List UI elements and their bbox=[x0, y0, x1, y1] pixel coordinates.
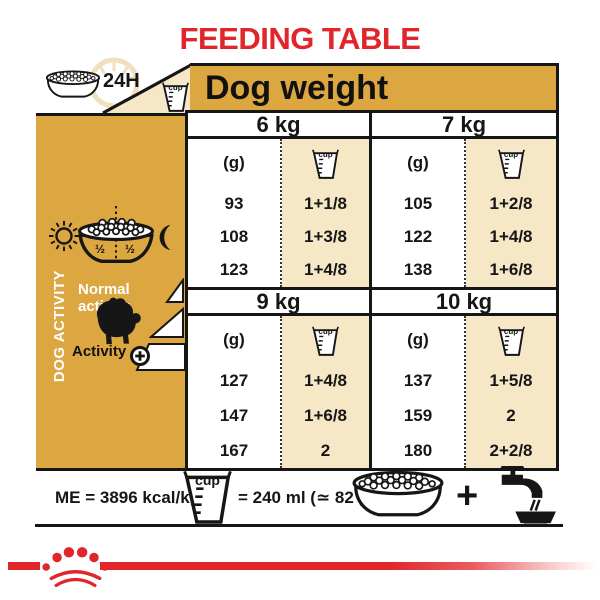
dog-activity-vertical-label: DOG ACTIVITY bbox=[51, 269, 68, 383]
cups-value: 2+2/8 bbox=[489, 440, 533, 460]
grams-unit-label: (g) bbox=[223, 330, 245, 349]
grams-value: 180 bbox=[403, 440, 433, 460]
footer-divider-line bbox=[35, 524, 563, 527]
activity-level-1-icon bbox=[165, 278, 184, 303]
plus-circle-icon bbox=[130, 346, 150, 366]
half-portions-bowl-icon: ½ ½ bbox=[73, 206, 159, 272]
measuring-cup-icon: cup bbox=[162, 81, 189, 112]
grams-value: 105 bbox=[403, 193, 433, 213]
cups-value: 1+1/8 bbox=[303, 193, 347, 213]
grams-value: 127 bbox=[219, 371, 249, 391]
measuring-cup-icon: cup bbox=[497, 325, 525, 356]
cups-column: cup 1+4/8 1+6/8 2 bbox=[282, 316, 369, 468]
metabolizable-energy-label: ME = 3896 kcal/kg bbox=[55, 488, 201, 507]
cups-value: 1+4/8 bbox=[303, 371, 347, 391]
cups-value: 1+4/8 bbox=[489, 226, 533, 246]
crown-logo-icon bbox=[42, 547, 109, 588]
cup-icon-label: cup bbox=[318, 326, 333, 336]
cup-icon-label: cup bbox=[503, 149, 519, 159]
measuring-cup-icon: cup bbox=[312, 325, 339, 356]
plus-sign: + bbox=[456, 475, 479, 517]
grams-value: 108 bbox=[219, 226, 249, 246]
half-portion-left-label: ½ bbox=[95, 242, 106, 256]
water-tap-icon bbox=[500, 466, 556, 526]
cups-value: 1+6/8 bbox=[489, 260, 533, 280]
quadrant-10kg: 10 kg (g) 137 159 180 cup 1+5/8 bbox=[372, 287, 556, 468]
weight-header: 6 kg bbox=[188, 112, 369, 139]
page-title: FEEDING TABLE bbox=[179, 21, 421, 56]
food-bowl-icon bbox=[352, 470, 444, 517]
brand-band-right bbox=[100, 562, 597, 570]
cups-value: 1+2/8 bbox=[489, 193, 533, 213]
sun-icon bbox=[49, 221, 79, 251]
weight-header: 9 kg bbox=[188, 289, 369, 316]
dog-weight-title: Dog weight bbox=[205, 69, 389, 107]
food-bowl-icon bbox=[45, 70, 101, 98]
activity-plus-label: Activity bbox=[72, 343, 127, 360]
measuring-cup-icon: cup bbox=[183, 468, 232, 524]
cups-value: 1+6/8 bbox=[303, 406, 347, 425]
cups-value: 2 bbox=[320, 440, 331, 460]
cup-icon-label: cup bbox=[318, 149, 333, 159]
cup-icon-label: cup bbox=[195, 471, 220, 488]
cups-value: 2 bbox=[506, 406, 516, 425]
moon-icon bbox=[159, 224, 171, 251]
weight-header: 10 kg bbox=[372, 289, 556, 316]
grams-column: (g) 137 159 180 bbox=[372, 316, 466, 468]
weight-header: 7 kg bbox=[372, 112, 556, 139]
cups-column: cup 1+1/8 1+3/8 1+4/8 bbox=[282, 139, 369, 287]
cup-icon-label: cup bbox=[503, 326, 519, 336]
feeding-table-grid: 6 kg (g) 93 108 123 cup 1+1/8 bbox=[185, 110, 559, 471]
half-portion-right-label: ½ bbox=[125, 242, 136, 256]
grams-column: (g) 105 122 138 bbox=[372, 139, 466, 287]
quadrant-7kg: 7 kg (g) 105 122 138 cup 1+2/8 bbox=[372, 112, 556, 287]
cups-value: 1+4/8 bbox=[303, 260, 347, 280]
measuring-cup-icon: cup bbox=[312, 148, 339, 179]
brand-band-left bbox=[8, 562, 40, 570]
dog-activity-sidebar: ½ ½ DOG ACTIVITY Normal activity Activit… bbox=[36, 113, 186, 471]
grams-column: (g) 127 147 167 bbox=[188, 316, 282, 468]
cups-value: 1+3/8 bbox=[303, 226, 347, 246]
quadrant-6kg: 6 kg (g) 93 108 123 cup 1+1/8 bbox=[188, 112, 372, 287]
cups-value: 1+5/8 bbox=[489, 371, 533, 391]
grams-unit-label: (g) bbox=[407, 153, 429, 172]
measuring-cup-icon: cup bbox=[497, 148, 525, 179]
grams-value: 137 bbox=[403, 371, 433, 391]
grams-unit-label: (g) bbox=[223, 153, 245, 172]
grams-unit-label: (g) bbox=[407, 330, 429, 349]
activity-level-2-icon bbox=[149, 307, 184, 338]
pug-silhouette-icon bbox=[96, 297, 141, 345]
grams-value: 93 bbox=[224, 193, 244, 213]
grams-value: 159 bbox=[403, 406, 433, 425]
grams-value: 147 bbox=[219, 406, 249, 425]
grams-column: (g) 93 108 123 bbox=[188, 139, 282, 287]
quadrant-9kg: 9 kg (g) 127 147 167 cup 1+4/8 bbox=[188, 287, 372, 468]
cup-icon-label: cup bbox=[168, 83, 183, 93]
cups-column: cup 1+5/8 2 2+2/8 bbox=[466, 316, 556, 468]
cup-equivalence-label: = 240 ml (≃ 82 g) bbox=[238, 488, 375, 507]
grams-value: 138 bbox=[403, 260, 433, 280]
dog-weight-header: Dog weight bbox=[190, 63, 559, 110]
24h-label: 24H bbox=[103, 70, 140, 92]
cups-column: cup 1+2/8 1+4/8 1+6/8 bbox=[466, 139, 556, 287]
grams-value: 122 bbox=[403, 226, 433, 246]
grams-value: 167 bbox=[219, 440, 249, 460]
grams-value: 123 bbox=[219, 260, 249, 280]
